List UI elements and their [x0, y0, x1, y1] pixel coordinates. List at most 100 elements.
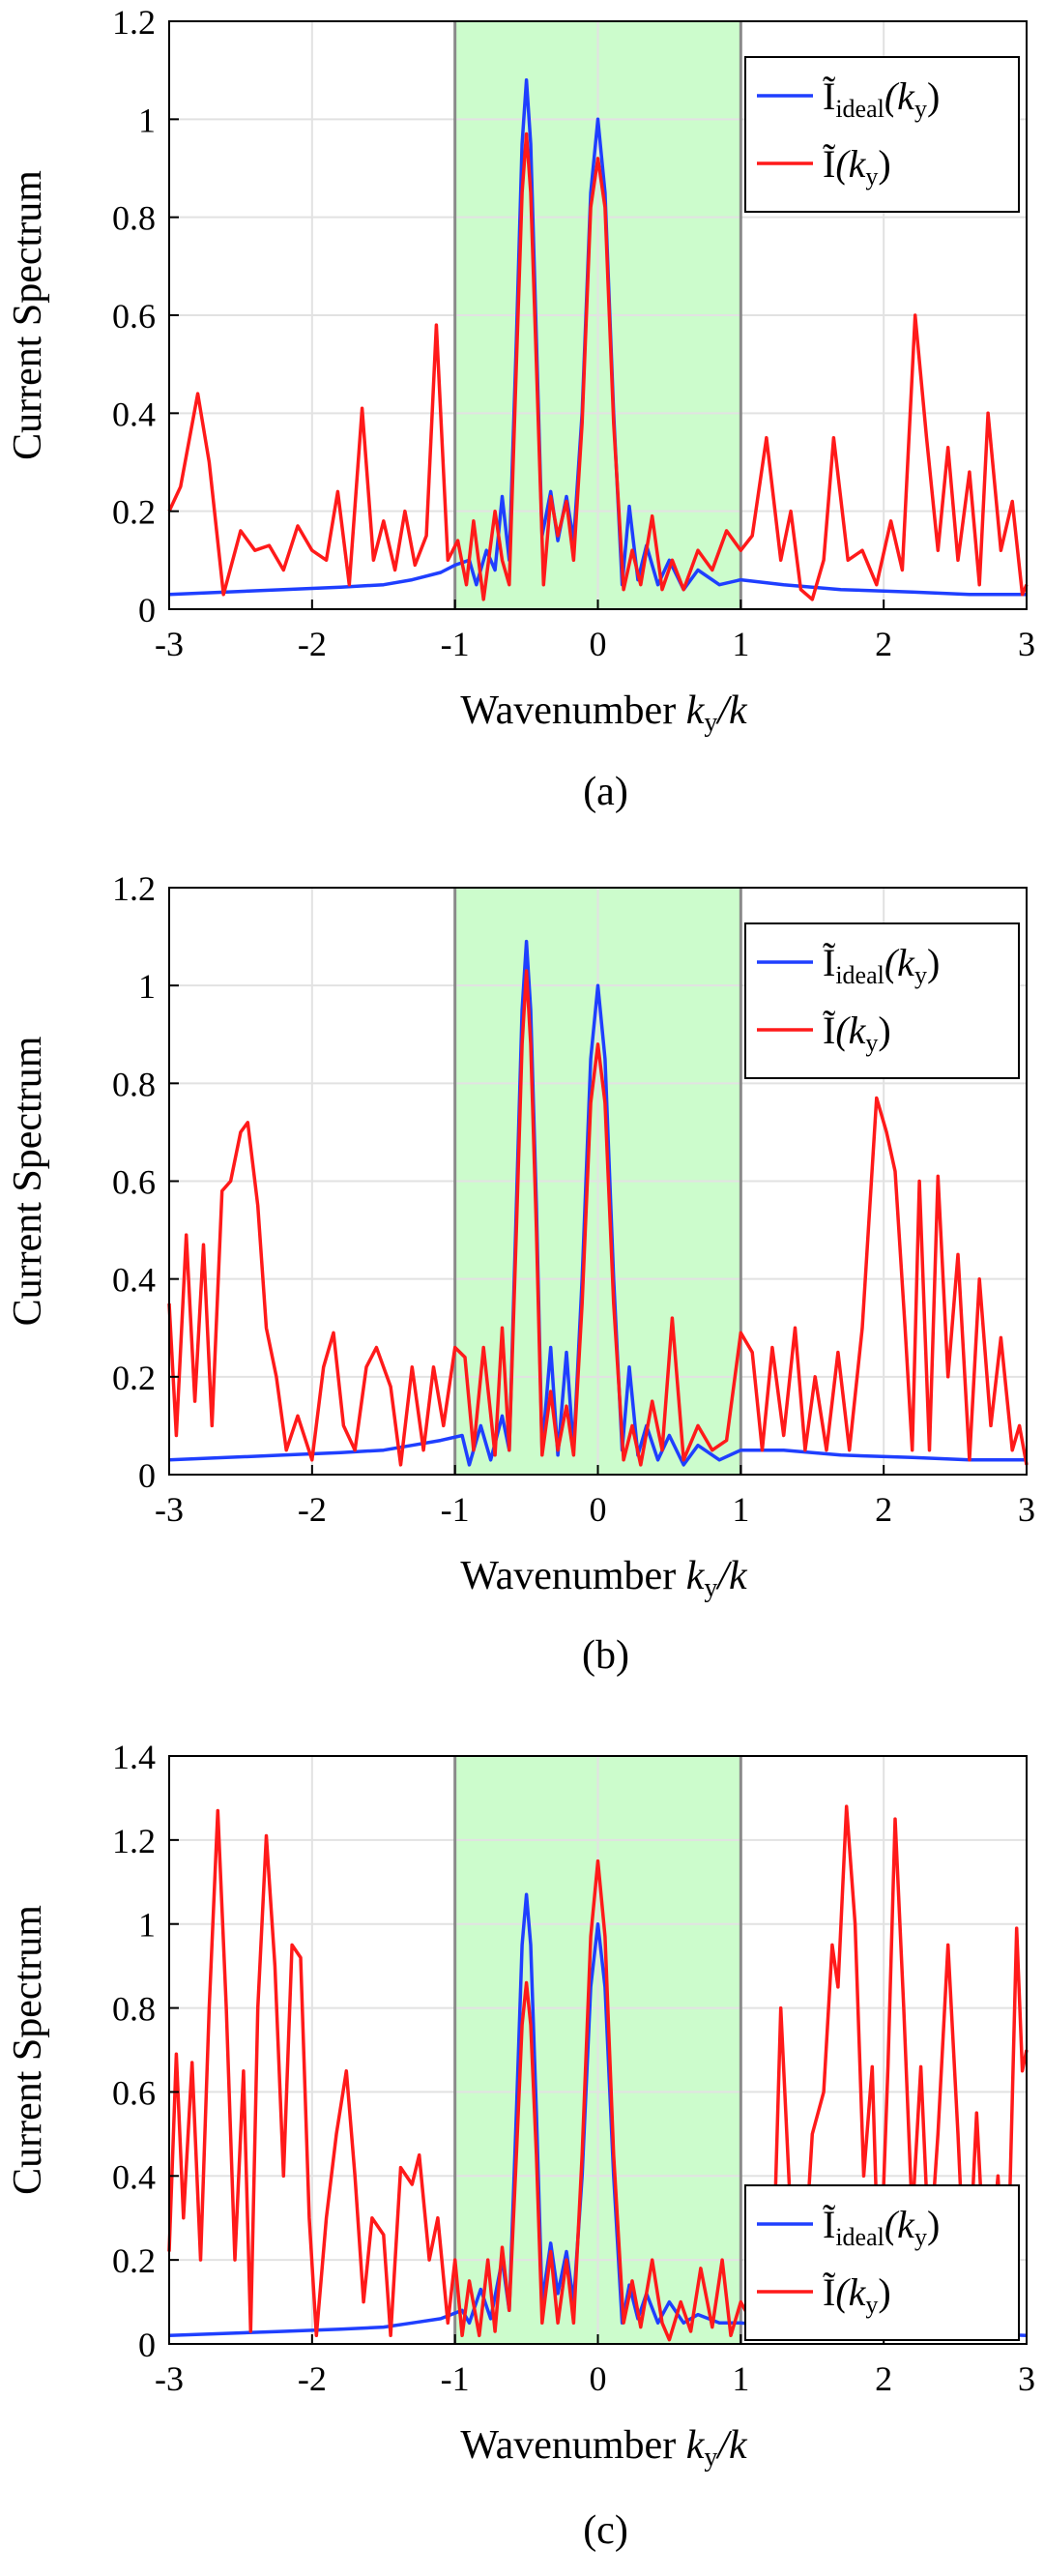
- y-axis-title: Current Spectrum: [6, 170, 50, 460]
- x-tick-label: 3: [1018, 2359, 1035, 2398]
- legend-box: [744, 922, 1020, 1079]
- legend-label-part: y: [865, 2291, 878, 2319]
- x-axis-title-part: y: [704, 2443, 717, 2473]
- legend: Ĩideal(ky)Ĩ(ky): [744, 56, 1020, 213]
- series-ideal-line: [168, 939, 1027, 1467]
- legend-label-part: (k: [884, 2203, 915, 2246]
- x-axis-title-part: /k: [715, 1554, 748, 1598]
- legend-label-actual: Ĩ(ky): [823, 1009, 891, 1057]
- y-tick-label: 0.4: [112, 1261, 156, 1300]
- legend-label-part: ): [878, 2270, 890, 2314]
- legend-label-part: ): [927, 74, 940, 118]
- x-tick-label: 1: [732, 1490, 749, 1529]
- y-axis-title: Current Spectrum: [6, 1905, 50, 2195]
- legend-label-part: ideal: [835, 961, 884, 989]
- legend-label-part: ): [878, 142, 890, 186]
- x-tick-label: -1: [441, 2359, 470, 2398]
- y-tick-label: 0.8: [112, 199, 156, 238]
- panel-caption: (b): [582, 1633, 629, 1678]
- legend-label-part: (k: [884, 74, 915, 118]
- legend-box: [744, 56, 1020, 213]
- y-tick-label: 0: [138, 2326, 156, 2364]
- series-actual-line: [167, 969, 1029, 1467]
- legend-label-actual: Ĩ(ky): [823, 142, 891, 190]
- legend-label-part: ideal: [835, 95, 884, 123]
- panel-caption: (a): [583, 770, 628, 814]
- chart-panel-a: -3 -2 -1 0 1 2 3 0 0.2 0.4 0.6 0.8 1 1.2 Current Spect…: [6, 3, 1035, 814]
- x-axis-title-part: Wavenumber: [460, 1554, 685, 1598]
- y-tick-label: 0: [138, 1456, 156, 1495]
- legend-label-ideal: Ĩideal(ky): [823, 941, 940, 989]
- legend-label-part: (k: [835, 1009, 866, 1052]
- x-axis-title-part: Wavenumber: [460, 688, 685, 733]
- y-tick-label: 0.4: [112, 395, 156, 433]
- legend-label-part: Ĩ: [823, 74, 836, 118]
- y-tick-label: 0.6: [112, 297, 156, 336]
- legend: Ĩideal(ky)Ĩ(ky): [744, 922, 1020, 1079]
- x-tick-label: 1: [732, 2359, 749, 2398]
- legend-box: [744, 2184, 1020, 2341]
- x-tick-label: -2: [298, 1490, 327, 1529]
- legend-label-part: y: [914, 95, 927, 123]
- y-tick-label: 1: [138, 967, 156, 1006]
- x-axis-title-part: k: [686, 1554, 706, 1598]
- y-tick-label: 0.6: [112, 1163, 156, 1202]
- x-tick-label: -1: [441, 1490, 470, 1529]
- y-tick-label: 0: [138, 591, 156, 629]
- y-tick-label: 0.4: [112, 2157, 156, 2196]
- legend-label-part: ): [927, 2203, 940, 2246]
- series-actual-line: [167, 132, 1029, 601]
- chart-panel-b: -3 -2 -1 0 1 2 3 0 0.2 0.4 0.6 0.8 1 1.2 Current Spect…: [6, 869, 1035, 1678]
- legend-label-part: (k: [835, 142, 866, 186]
- legend-label-actual: Ĩ(ky): [823, 2270, 891, 2319]
- x-axis-title-part: /k: [715, 688, 748, 733]
- x-tick-label: 3: [1018, 625, 1035, 663]
- x-tick-label: -3: [155, 625, 184, 663]
- legend-label-part: Ĩ: [823, 2203, 836, 2246]
- x-axis-title: Wavenumber ky/k: [460, 2423, 748, 2473]
- x-tick-label: 2: [875, 625, 892, 663]
- legend-label-part: (k: [835, 2270, 866, 2314]
- legend-label-part: y: [914, 961, 927, 989]
- x-tick-label: 0: [590, 625, 607, 663]
- y-tick-label: 0.8: [112, 1065, 156, 1103]
- x-axis-title: Wavenumber ky/k: [460, 688, 748, 738]
- x-axis-title-part: k: [686, 688, 706, 733]
- y-tick-label: 1: [138, 101, 156, 139]
- legend-label-part: Ĩ: [823, 2270, 836, 2314]
- x-axis-title-part: y: [704, 1573, 717, 1603]
- legend-label-ideal: Ĩideal(ky): [823, 2203, 940, 2251]
- y-tick-label: 1.4: [112, 1738, 156, 1776]
- series-ideal-line: [168, 1892, 1028, 2338]
- x-tick-label: 1: [732, 625, 749, 663]
- x-tick-label: -2: [298, 625, 327, 663]
- y-tick-label: 1: [138, 1906, 156, 1945]
- y-tick-label: 1.2: [112, 1822, 156, 1860]
- x-tick-label: -2: [298, 2359, 327, 2398]
- legend-label-part: ideal: [835, 2223, 884, 2251]
- y-tick-label: 0.6: [112, 2073, 156, 2112]
- legend: Ĩideal(ky)Ĩ(ky): [744, 2184, 1020, 2341]
- legend-label-part: (k: [884, 941, 915, 984]
- y-tick-label: 0.8: [112, 1990, 156, 2029]
- x-axis-title-part: /k: [715, 2423, 748, 2468]
- x-tick-label: 2: [875, 2359, 892, 2398]
- y-tick-label: 0.2: [112, 1359, 156, 1397]
- x-tick-label: -1: [441, 625, 470, 663]
- legend-label-part: y: [865, 162, 878, 190]
- x-tick-label: -3: [155, 1490, 184, 1529]
- x-axis-title-part: y: [704, 708, 717, 738]
- legend-label-part: Ĩ: [823, 142, 836, 186]
- legend-label-ideal: Ĩideal(ky): [823, 74, 940, 123]
- legend-label-part: y: [865, 1029, 878, 1057]
- legend-label-part: ): [878, 1009, 890, 1052]
- x-tick-label: -3: [155, 2359, 184, 2398]
- y-tick-label: 0.2: [112, 493, 156, 532]
- x-tick-label: 3: [1018, 1490, 1035, 1529]
- x-tick-label: 0: [590, 1490, 607, 1529]
- legend-label-part: Ĩ: [823, 941, 836, 984]
- x-tick-label: 2: [875, 1490, 892, 1529]
- x-axis-title: Wavenumber ky/k: [460, 1554, 748, 1603]
- x-axis-title-part: Wavenumber: [460, 2423, 685, 2468]
